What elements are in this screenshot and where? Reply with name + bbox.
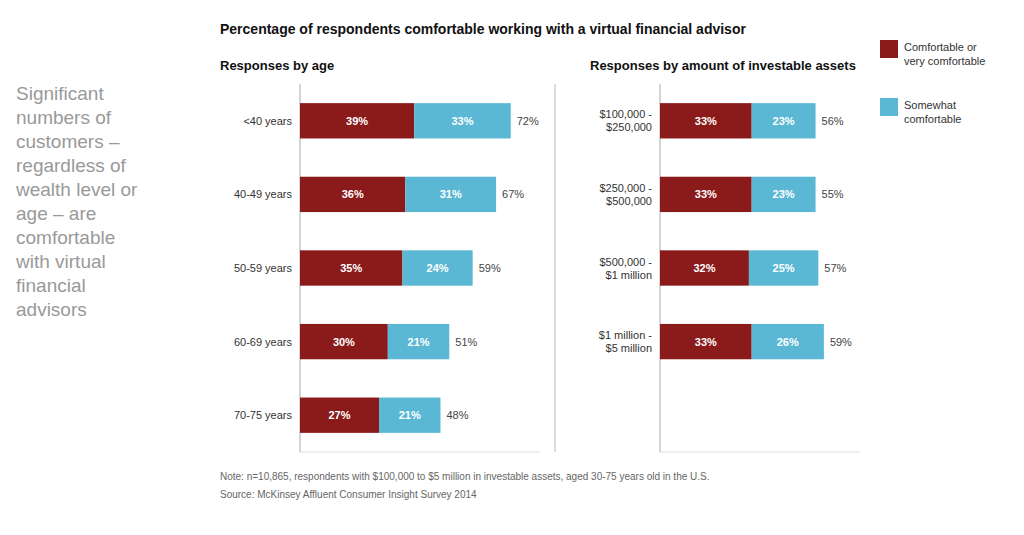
tick-label: 70-75 years	[234, 409, 293, 421]
bar	[752, 177, 816, 212]
bar	[660, 250, 749, 285]
tick-label: <40 years	[243, 115, 292, 127]
bar	[414, 103, 511, 138]
bar	[300, 250, 402, 285]
total-label: 48%	[446, 409, 468, 421]
bar	[405, 177, 496, 212]
total-label: 59%	[479, 262, 501, 274]
tick-label: $500,000 -$1 million	[599, 256, 652, 281]
note: Note: n=10,865, respondents with $100,00…	[220, 471, 709, 482]
legend-label: Comfortable orvery comfortable	[904, 41, 985, 67]
total-label: 67%	[502, 188, 524, 200]
bar	[300, 177, 405, 212]
bar	[402, 250, 472, 285]
data-label: 35%	[340, 262, 362, 274]
total-label: 57%	[824, 262, 846, 274]
bar	[752, 103, 816, 138]
title: Percentage of respondents comfortable wo…	[220, 21, 746, 37]
data-label: 23%	[773, 115, 795, 127]
bars	[660, 103, 824, 359]
total-label: 51%	[455, 336, 477, 348]
panel-title: Responses by age	[220, 58, 334, 73]
tick-label: 50-59 years	[234, 262, 293, 274]
divider	[555, 84, 556, 452]
data-label: 33%	[695, 188, 717, 200]
data-label: 27%	[328, 409, 350, 421]
total-label: 72%	[517, 115, 539, 127]
data-label: 21%	[408, 336, 430, 348]
labels: <40 years 39% 33% 72% 40-49 years 36% 31% 67% 50…	[234, 115, 539, 421]
bar	[300, 324, 388, 359]
legend-swatch	[880, 40, 898, 58]
data-label: 33%	[695, 115, 717, 127]
data-label: 24%	[427, 262, 449, 274]
tick-label: $100,000 -$250,000	[599, 108, 652, 133]
data-label: 33%	[451, 115, 473, 127]
data-label: 30%	[333, 336, 355, 348]
tick-label: 60-69 years	[234, 336, 293, 348]
data-label: 32%	[693, 262, 715, 274]
bar	[660, 324, 752, 359]
sidebar-text: Significantnumbers ofcustomers –regardle…	[15, 83, 138, 320]
data-label: 33%	[695, 336, 717, 348]
tick-label: 40-49 years	[234, 188, 293, 200]
total-label: 55%	[822, 188, 844, 200]
bar	[660, 103, 752, 138]
total-label: 59%	[830, 336, 852, 348]
panel-title: Responses by amount of investable assets	[590, 58, 856, 73]
bar	[660, 177, 752, 212]
data-label: 21%	[399, 409, 421, 421]
bar	[752, 324, 824, 359]
data-label: 23%	[773, 188, 795, 200]
data-label: 31%	[440, 188, 462, 200]
data-label: 39%	[346, 115, 368, 127]
source: Source: McKinsey Affluent Consumer Insig…	[220, 489, 477, 500]
total-label: 56%	[822, 115, 844, 127]
bars	[300, 103, 511, 433]
bar	[300, 103, 414, 138]
bar	[388, 324, 449, 359]
labels: $100,000 -$250,000 33% 23% 56% $250,000 -$50…	[599, 108, 852, 354]
legend-swatch	[880, 98, 898, 116]
axis-line	[300, 452, 540, 453]
tick-label: $1 million -$5 million	[599, 329, 653, 354]
axis-line	[660, 452, 860, 453]
data-label: 36%	[342, 188, 364, 200]
bar	[379, 398, 440, 433]
data-label: 25%	[773, 262, 795, 274]
data-label: 26%	[777, 336, 799, 348]
chart: Percentage of respondents comfortable wo…	[0, 0, 1024, 535]
tick-label: $250,000 -$500,000	[599, 182, 652, 207]
bar	[749, 250, 818, 285]
legend-label: Somewhatcomfortable	[904, 99, 961, 125]
bar	[300, 398, 379, 433]
